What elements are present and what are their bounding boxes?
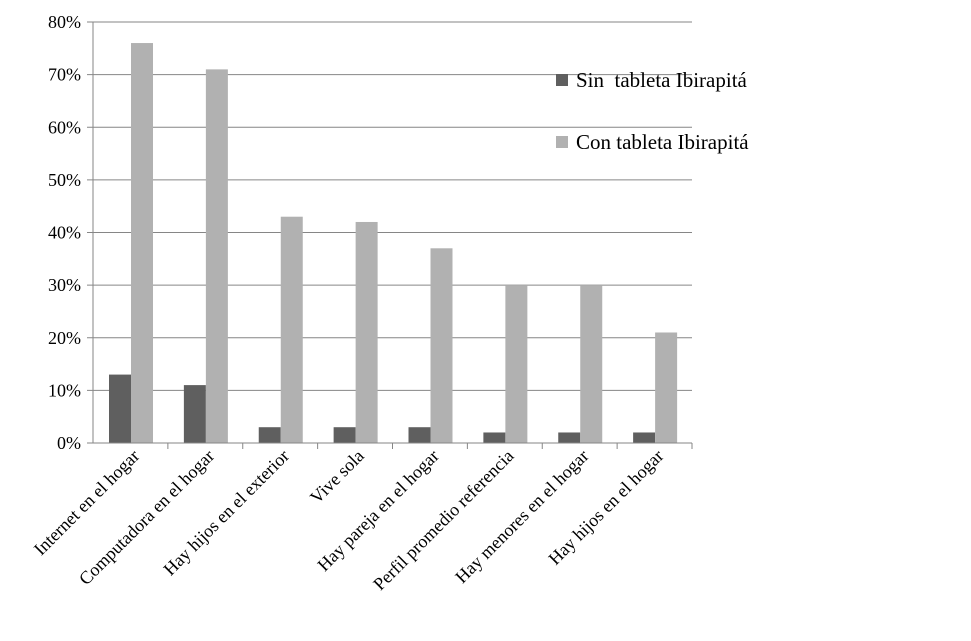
y-axis-tick-labels: 0% 10% 20% 30% 40% 50% 60% 70% 80% [48, 12, 81, 453]
bar-con-tableta [131, 43, 153, 444]
legend-swatch [556, 136, 568, 148]
bar-con-tableta [205, 69, 228, 444]
y-tick-label: 10% [48, 380, 81, 400]
x-category-label: Vive sola [306, 446, 368, 508]
gridlines [93, 21, 692, 391]
bar-sin-tableta [109, 374, 131, 443]
x-category-label: Hay hijos en el exterior [159, 446, 293, 580]
y-tick-label: 0% [57, 433, 81, 453]
y-tick-label: 40% [48, 223, 81, 243]
x-category-label: Hay menores en el hogar [451, 446, 592, 587]
legend-label: Sin tableta Ibirapitá [576, 68, 748, 92]
legend-swatch [556, 74, 568, 86]
bar-con-tableta [580, 285, 603, 443]
bar-con-tableta [355, 221, 378, 443]
bar-con-tableta [430, 248, 453, 443]
x-category-label: Computadora en el hogar [75, 446, 218, 589]
bar-con-tableta [505, 285, 528, 443]
bar-con-tableta [280, 216, 303, 443]
y-tick-label: 80% [48, 12, 81, 32]
bar-con-tableta [655, 332, 678, 443]
bar-sin-tableta [633, 432, 656, 443]
y-tick-label: 20% [48, 328, 81, 348]
y-tick-label: 50% [48, 170, 81, 190]
bar-sin-tableta [333, 427, 356, 443]
bars [109, 43, 678, 444]
axes [87, 21, 693, 449]
bar-sin-tableta [183, 385, 206, 443]
bar-sin-tableta [558, 432, 581, 443]
legend: Sin tableta Ibirapitá Con tableta Ibirapi… [556, 68, 749, 154]
y-tick-label: 70% [48, 65, 81, 85]
x-category-label: Hay pareja en el hogar [313, 446, 442, 575]
y-tick-label: 30% [48, 275, 81, 295]
bar-sin-tableta [258, 427, 281, 443]
bar-sin-tableta [483, 432, 506, 443]
bar-sin-tableta [408, 427, 431, 443]
legend-label: Con tableta Ibirapitá [576, 130, 749, 154]
x-category-label: Perfil promedio referencia [369, 446, 517, 594]
y-tick-label: 60% [48, 117, 81, 137]
